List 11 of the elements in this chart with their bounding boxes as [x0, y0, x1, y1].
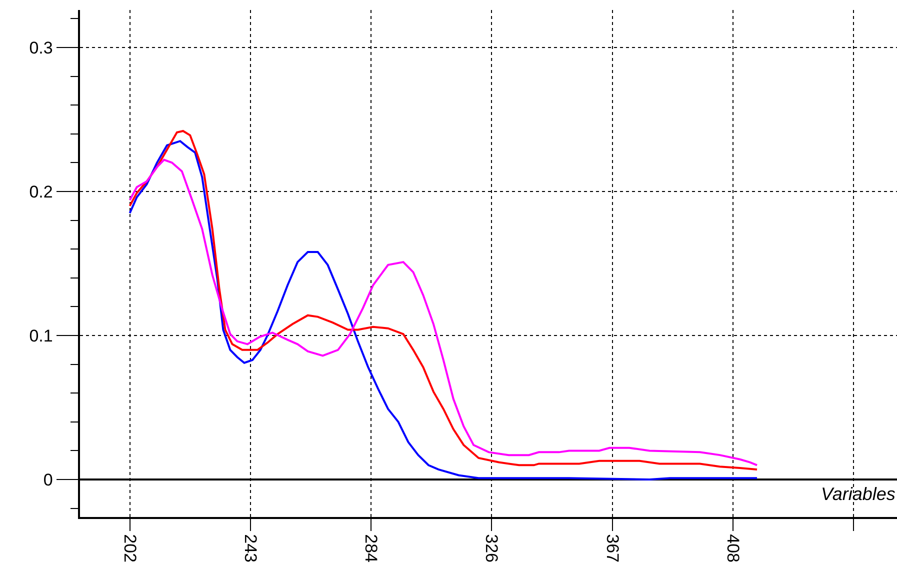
y-tick-label: 0.3	[29, 38, 53, 58]
y-tick-label: 0.1	[29, 326, 53, 346]
x-tick-label: 202	[120, 534, 140, 563]
x-tick-label: 408	[723, 534, 742, 563]
x-tick-label: 367	[602, 534, 622, 563]
x-axis-title: Variables	[821, 484, 896, 504]
x-tick-label: 243	[240, 534, 260, 563]
x-tick-label: 284	[362, 534, 381, 563]
y-tick-label: 0	[43, 470, 53, 490]
x-tick-label: 326	[482, 534, 502, 563]
y-tick-label: 0.2	[29, 182, 53, 202]
